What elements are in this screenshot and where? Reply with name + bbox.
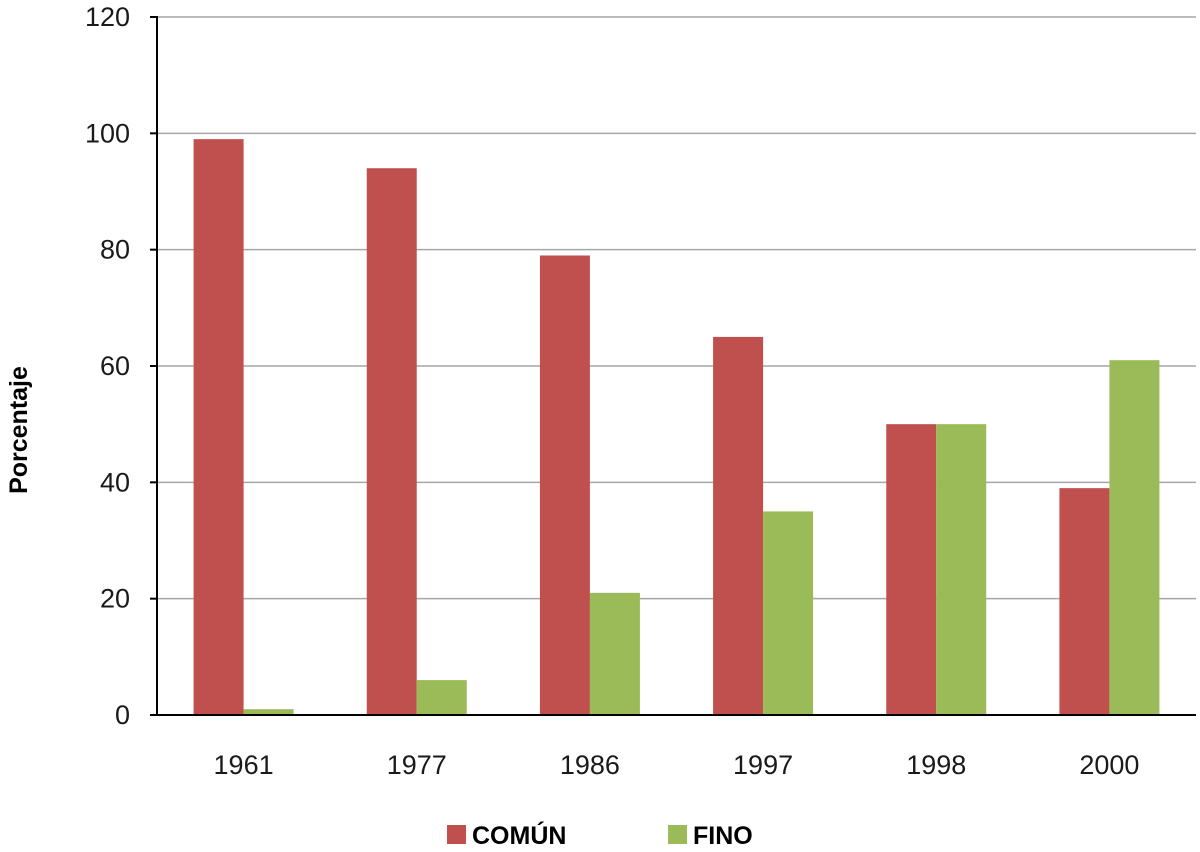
bar-com-n-1977 — [366, 168, 417, 715]
bar-fino-1977 — [416, 680, 467, 715]
bar-fino-1961 — [243, 709, 294, 715]
y-tick-label: 0 — [115, 700, 130, 730]
legend-label: FINO — [693, 822, 753, 850]
y-tick-label: 20 — [100, 584, 130, 614]
y-tick-label: 80 — [100, 235, 130, 265]
bar-fino-1998 — [936, 424, 987, 715]
x-tick-label: 1997 — [733, 750, 793, 780]
x-tick-labels: 1961 1977 1986 1997 1998 2000 — [214, 750, 1140, 780]
legend-swatch — [447, 825, 466, 844]
gridlines — [157, 16, 1196, 600]
y-axis-title: Porcentaje — [5, 366, 33, 494]
bar-fino-1997 — [763, 511, 814, 715]
x-tick-label: 1986 — [560, 750, 620, 780]
x-tick-label: 1961 — [214, 750, 274, 780]
x-tick-label: 1998 — [906, 750, 966, 780]
x-tick-label: 1977 — [387, 750, 447, 780]
bars — [193, 139, 1160, 715]
legend-swatch — [668, 825, 687, 844]
bar-com-n-1997 — [713, 336, 764, 715]
bar-fino-1986 — [589, 592, 640, 715]
legend: COMÚN FINO — [447, 820, 753, 850]
y-tick-label: 60 — [100, 351, 130, 381]
y-tick-label: 100 — [85, 118, 130, 148]
y-tick-label: 120 — [85, 2, 130, 32]
bar-com-n-1961 — [193, 139, 244, 715]
bar-fino-2000 — [1109, 360, 1160, 715]
bar-com-n-2000 — [1059, 488, 1110, 715]
bar-com-n-1986 — [539, 255, 590, 715]
legend-label: COMÚN — [472, 820, 566, 850]
bar-com-n-1998 — [886, 424, 937, 715]
x-tick-label: 2000 — [1079, 750, 1139, 780]
y-tick-labels: 0 20 40 60 80 100 120 — [85, 2, 157, 730]
y-tick-label: 40 — [100, 467, 130, 497]
